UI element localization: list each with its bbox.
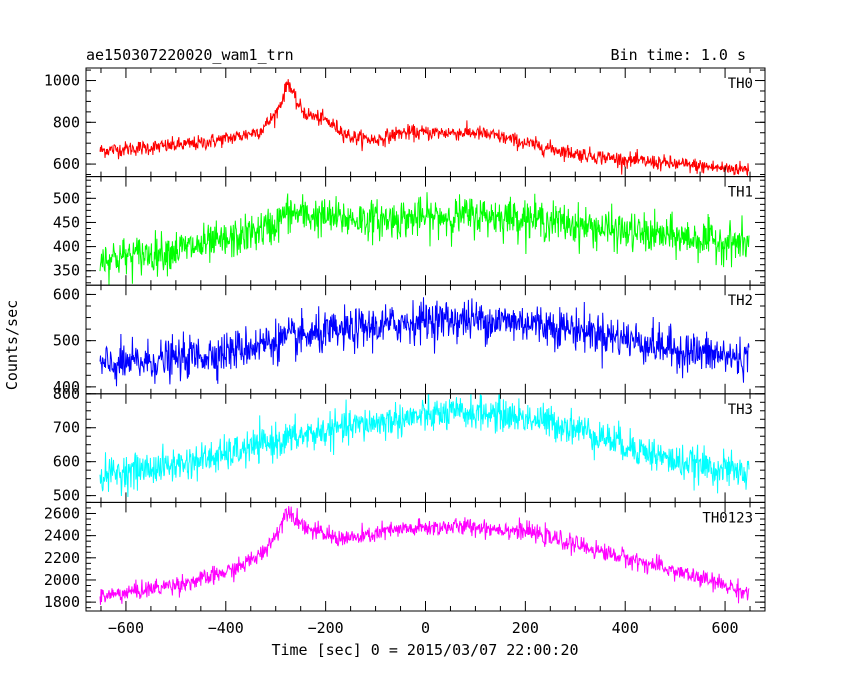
chart-title: ae150307220020_wam1_trn xyxy=(86,46,294,64)
x-tick-label: −600 xyxy=(108,619,144,637)
x-tick-label: −400 xyxy=(208,619,244,637)
panel-th0123: TH0123 1800 2000 2200 2400 2600 xyxy=(44,501,766,612)
y-tick-label: 2600 xyxy=(44,504,80,522)
panel-th3: TH3 500 600 700 800 xyxy=(53,385,766,505)
y-tick-label: 400 xyxy=(53,378,80,396)
y-tick-label: 600 xyxy=(53,155,80,173)
panel-label: TH3 xyxy=(728,402,753,418)
y-tick-label: 500 xyxy=(53,487,80,505)
panel-th1: TH1 350 400 450 500 xyxy=(53,176,766,286)
y-axis-label: Counts/sec xyxy=(3,300,21,390)
x-tick-label: 0 xyxy=(421,619,430,637)
y-tick-label: 2400 xyxy=(44,527,80,545)
series-th3 xyxy=(99,393,750,498)
panel-frame xyxy=(85,67,766,178)
x-tick-label: 400 xyxy=(612,619,639,637)
series-th1 xyxy=(99,192,750,286)
y-tick-label: 500 xyxy=(53,332,80,350)
y-tick-label: 1000 xyxy=(44,72,80,90)
y-tick-label: 800 xyxy=(53,385,80,403)
y-tick-label: 450 xyxy=(53,213,80,231)
series-th0 xyxy=(99,79,750,177)
chart-subtitle: Bin time: 1.0 s xyxy=(611,46,746,64)
y-tick-label: 2200 xyxy=(44,549,80,567)
y-tick-label: 700 xyxy=(53,419,80,437)
panel-label: TH0 xyxy=(728,76,753,92)
y-tick-label: 500 xyxy=(53,189,80,207)
y-tick-label: 350 xyxy=(53,262,80,280)
y-tick-label: 600 xyxy=(53,453,80,471)
panel-frame xyxy=(85,501,766,612)
panel-th2: TH2 400 500 600 xyxy=(53,284,766,396)
panel-th0: TH0 600 800 1000 xyxy=(44,67,766,178)
panel-label: TH0123 xyxy=(702,510,753,526)
x-tick-label: 200 xyxy=(512,619,539,637)
x-tick-label: 600 xyxy=(712,619,739,637)
panel-label: TH1 xyxy=(728,185,753,201)
x-axis-label: Time [sec] 0 = 2015/03/07 22:00:20 xyxy=(271,641,578,659)
y-tick-label: 400 xyxy=(53,238,80,256)
y-tick-label: 2000 xyxy=(44,571,80,589)
x-tick-label: −200 xyxy=(308,619,344,637)
y-tick-label: 600 xyxy=(53,285,80,303)
panel-label: TH2 xyxy=(728,293,753,309)
panels-group: TH0 600 800 1000 TH1 350 400 450 500 TH2 400 500 600… xyxy=(44,67,766,637)
series-th2 xyxy=(99,297,750,387)
y-tick-label: 800 xyxy=(53,113,80,131)
series-th0123 xyxy=(99,506,750,605)
y-tick-label: 1800 xyxy=(44,593,80,611)
